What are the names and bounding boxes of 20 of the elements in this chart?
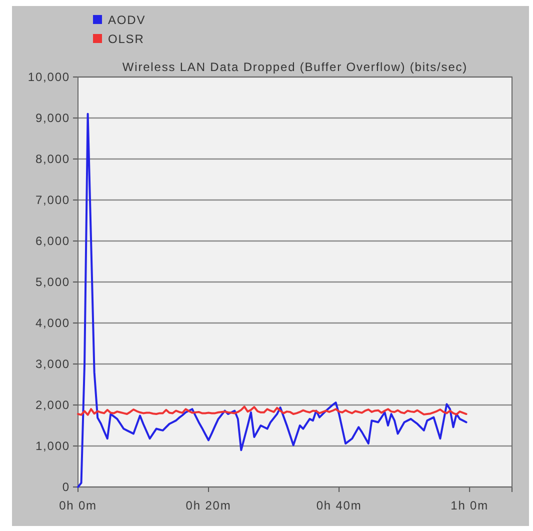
y-tick-label: 3,000 — [35, 356, 70, 371]
x-tick-label: 0h 0m — [59, 498, 97, 512]
chart-title: Wireless LAN Data Dropped (Buffer Overflow) (bits/sec) — [122, 60, 468, 74]
y-tick-label: 7,000 — [35, 192, 70, 207]
y-tick-label: 10,000 — [28, 70, 70, 84]
y-tick-label: 4,000 — [35, 316, 70, 330]
y-tick-label: 0 — [62, 480, 70, 494]
legend-label: OLSR — [108, 32, 144, 46]
legend-label: AODV — [108, 13, 146, 27]
y-tick-label: 6,000 — [35, 234, 70, 248]
line-series — [77, 406, 468, 416]
x-tick-label: 0h 20m — [186, 498, 232, 512]
y-tick-label: 9,000 — [35, 110, 70, 125]
y-tick-label: 1,000 — [35, 438, 70, 453]
y-tick-label: 2,000 — [35, 398, 70, 412]
x-tick-label: 1h 0m — [450, 498, 489, 512]
y-tick-label: 8,000 — [35, 152, 70, 166]
x-tick-label: 0h 40m — [316, 498, 362, 512]
y-tick-label: 5,000 — [35, 274, 70, 289]
line-series — [77, 112, 468, 488]
